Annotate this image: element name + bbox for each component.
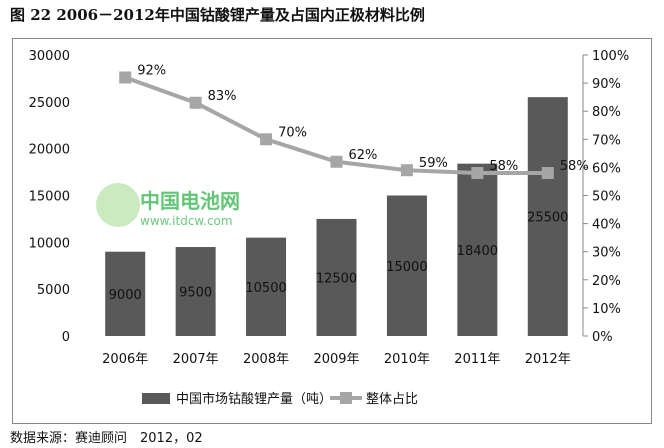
bar-data-label: 25500 — [527, 211, 568, 226]
bar-data-label: 9500 — [179, 286, 212, 301]
right-tick-label: 20% — [592, 274, 621, 289]
left-tick-label: 15000 — [29, 190, 70, 205]
right-tick-label: 70% — [592, 133, 621, 148]
right-tick-label: 100% — [592, 49, 629, 64]
legend-line-marker — [340, 392, 352, 404]
right-tick-label: 50% — [592, 190, 621, 205]
x-tick-label: 2010年 — [384, 352, 430, 367]
left-tick-label: 0 — [62, 330, 70, 345]
bar — [316, 218, 357, 336]
line-data-label: 58% — [489, 159, 518, 174]
line-data-label: 62% — [349, 148, 378, 163]
bar-data-label: 10500 — [245, 281, 286, 296]
watermark-url: www.itdcw.com — [140, 214, 233, 228]
bar — [457, 163, 498, 336]
source-note: 数据来源：赛迪顾问 2012，02 — [10, 431, 203, 446]
line-marker — [400, 164, 413, 177]
line-marker — [260, 133, 273, 146]
line-data-label: 58% — [560, 159, 589, 174]
bar — [527, 97, 568, 337]
legend-bar-label: 中国市场钴酸锂产量（吨） — [176, 391, 332, 407]
line-data-label: 92% — [137, 63, 166, 78]
bar — [175, 247, 216, 336]
left-tick-label: 5000 — [37, 283, 70, 298]
x-tick-label: 2011年 — [454, 352, 500, 367]
bar-data-label: 18400 — [457, 244, 498, 259]
right-tick-label: 60% — [592, 161, 621, 176]
legend-line-label: 整体占比 — [366, 392, 418, 407]
bar-data-label: 15000 — [386, 260, 427, 275]
right-tick-label: 80% — [592, 105, 621, 120]
line-data-label: 70% — [278, 125, 307, 140]
bar — [105, 251, 146, 336]
line-marker — [330, 155, 343, 168]
legend-bar-swatch — [142, 393, 170, 404]
right-tick-label: 0% — [592, 330, 613, 345]
line-marker — [189, 96, 202, 109]
x-tick-label: 2012年 — [525, 352, 571, 367]
x-tick-label: 2008年 — [243, 352, 289, 367]
bar-data-label: 12500 — [316, 271, 357, 286]
chart-title: 图 22 2006－2012年中国钴酸锂产量及占国内正极材料比例 — [10, 6, 425, 24]
bar — [246, 237, 287, 336]
x-tick-label: 2006年 — [102, 352, 148, 367]
watermark-logo-icon — [96, 183, 140, 227]
left-tick-label: 30000 — [29, 49, 70, 64]
bar — [386, 195, 427, 336]
line-marker — [471, 167, 484, 180]
chart-frame — [12, 38, 652, 424]
line-data-label: 59% — [419, 156, 448, 171]
left-tick-label: 20000 — [29, 143, 70, 158]
right-tick-label: 40% — [592, 218, 621, 233]
line-marker — [541, 167, 554, 180]
x-tick-label: 2007年 — [173, 352, 219, 367]
watermark-name: 中国电池网 — [140, 189, 240, 213]
right-tick-label: 10% — [592, 302, 621, 317]
right-tick-label: 30% — [592, 246, 621, 261]
line-marker — [119, 71, 132, 84]
left-tick-label: 10000 — [29, 236, 70, 251]
bar-data-label: 9000 — [109, 288, 142, 303]
line-data-label: 83% — [208, 89, 237, 104]
right-tick-label: 90% — [592, 77, 621, 92]
x-tick-label: 2009年 — [313, 352, 359, 367]
left-tick-label: 25000 — [29, 96, 70, 111]
